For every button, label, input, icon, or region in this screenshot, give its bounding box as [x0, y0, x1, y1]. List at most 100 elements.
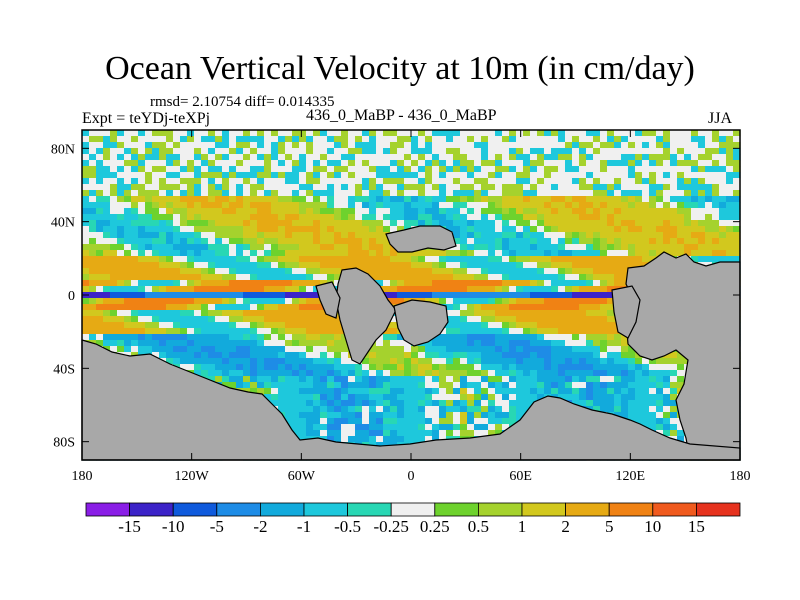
field-cell [670, 430, 678, 437]
field-cell [614, 382, 622, 389]
field-cell [460, 148, 468, 155]
field-cell [460, 412, 468, 419]
field-cell [649, 172, 657, 179]
field-cell [292, 358, 300, 365]
field-cell [474, 244, 482, 251]
field-cell [306, 274, 314, 281]
field-cell [677, 160, 685, 167]
field-cell [719, 244, 727, 251]
field-cell [341, 412, 349, 419]
field-cell [649, 166, 657, 173]
field-cell [271, 358, 279, 365]
field-cell [306, 244, 314, 251]
field-cell [516, 142, 524, 149]
field-cell [96, 280, 104, 287]
field-cell [313, 382, 321, 389]
field-cell [537, 268, 545, 275]
field-cell [313, 238, 321, 245]
field-cell [222, 274, 230, 281]
field-cell [180, 178, 188, 185]
field-cell [250, 382, 258, 389]
field-cell [460, 316, 468, 323]
field-cell [145, 328, 153, 335]
field-cell [530, 232, 538, 239]
field-cell [285, 184, 293, 191]
field-cell [278, 268, 286, 275]
field-cell [663, 166, 671, 173]
field-cell [418, 256, 426, 263]
field-cell [537, 256, 545, 263]
field-cell [138, 328, 146, 335]
field-cell [96, 148, 104, 155]
field-cell [586, 376, 594, 383]
field-cell [649, 196, 657, 203]
field-cell [250, 250, 258, 257]
field-cell [152, 226, 160, 233]
field-cell [628, 172, 636, 179]
field-cell [628, 226, 636, 233]
field-cell [523, 130, 531, 137]
field-cell [194, 142, 202, 149]
field-cell [320, 148, 328, 155]
field-cell [551, 334, 559, 341]
field-cell [621, 256, 629, 263]
field-cell [495, 388, 503, 395]
field-cell [649, 208, 657, 215]
field-cell [621, 214, 629, 221]
field-cell [334, 196, 342, 203]
field-cell [516, 274, 524, 281]
field-cell [383, 208, 391, 215]
field-cell [348, 214, 356, 221]
field-cell [299, 202, 307, 209]
field-cell [502, 370, 510, 377]
field-cell [89, 298, 97, 305]
field-cell [362, 394, 370, 401]
field-cell [565, 148, 573, 155]
field-cell [187, 328, 195, 335]
field-cell [215, 232, 223, 239]
field-cell [243, 292, 251, 299]
field-cell [397, 250, 405, 257]
field-cell [439, 160, 447, 167]
field-cell [446, 406, 454, 413]
field-cell [586, 220, 594, 227]
field-cell [201, 328, 209, 335]
field-cell [124, 250, 132, 257]
field-cell [96, 166, 104, 173]
field-cell [460, 424, 468, 431]
field-cell [495, 172, 503, 179]
field-cell [495, 244, 503, 251]
field-cell [187, 166, 195, 173]
field-cell [250, 172, 258, 179]
field-cell [579, 250, 587, 257]
field-cell [82, 244, 90, 251]
field-cell [117, 262, 125, 269]
field-cell [285, 166, 293, 173]
field-cell [299, 268, 307, 275]
field-cell [621, 376, 629, 383]
field-cell [215, 154, 223, 161]
field-cell [264, 172, 272, 179]
field-cell [446, 166, 454, 173]
field-cell [691, 184, 699, 191]
field-cell [292, 346, 300, 353]
field-cell [509, 394, 517, 401]
field-cell [474, 130, 482, 137]
field-cell [425, 394, 433, 401]
field-cell [649, 256, 657, 263]
field-cell [614, 208, 622, 215]
field-cell [355, 142, 363, 149]
field-cell [110, 172, 118, 179]
field-cell [474, 310, 482, 317]
field-cell [523, 298, 531, 305]
field-cell [236, 148, 244, 155]
field-cell [453, 268, 461, 275]
field-cell [691, 136, 699, 143]
field-cell [593, 298, 601, 305]
field-cell [411, 178, 419, 185]
field-cell [509, 202, 517, 209]
field-cell [250, 370, 258, 377]
field-cell [684, 238, 692, 245]
field-cell [348, 196, 356, 203]
field-cell [397, 172, 405, 179]
